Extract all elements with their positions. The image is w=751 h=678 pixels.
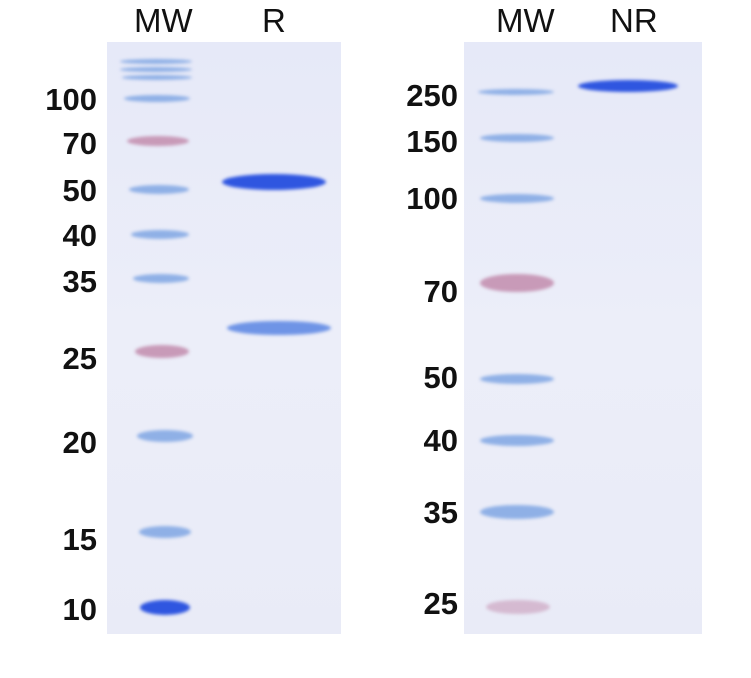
ladder-band	[129, 185, 189, 194]
lane-label-mw-left: MW	[134, 2, 193, 39]
ladder-band	[135, 345, 189, 358]
ladder-band	[137, 430, 193, 442]
ladder-band	[480, 435, 554, 446]
right-gel	[464, 42, 702, 634]
ladder-band	[480, 374, 554, 384]
ladder-band	[133, 274, 189, 283]
mw-label: 150	[406, 124, 458, 159]
lane-label-r: R	[262, 2, 286, 39]
mw-label: 40	[423, 423, 458, 458]
mw-label: 70	[62, 126, 97, 161]
mw-label: 50	[62, 173, 97, 208]
ladder-band	[480, 274, 554, 292]
mw-label: 40	[62, 218, 97, 253]
mw-label: 35	[423, 495, 458, 530]
mw-label: 10	[62, 592, 97, 627]
sample-band-nr	[578, 80, 678, 92]
ladder-band	[120, 67, 192, 72]
sample-band-r-minor	[227, 321, 331, 335]
mw-label: 100	[45, 82, 97, 117]
mw-label: 25	[62, 341, 97, 376]
lane-label-nr: NR	[610, 2, 658, 39]
mw-label: 15	[62, 522, 97, 557]
ladder-band	[478, 89, 554, 95]
ladder-band	[480, 505, 554, 519]
ladder-band	[131, 230, 189, 239]
ladder-band	[480, 194, 554, 203]
mw-label: 100	[406, 181, 458, 216]
sample-band-r-major	[222, 174, 326, 190]
ladder-band	[139, 526, 191, 538]
ladder-band	[124, 95, 190, 102]
ladder-band	[122, 75, 192, 80]
mw-label: 70	[423, 274, 458, 309]
mw-label: 50	[423, 360, 458, 395]
mw-label: 25	[423, 586, 458, 621]
ladder-band	[140, 600, 190, 615]
mw-label: 250	[406, 78, 458, 113]
ladder-band	[480, 134, 554, 142]
ladder-band	[486, 600, 550, 614]
mw-label: 20	[62, 425, 97, 460]
mw-label: 35	[62, 264, 97, 299]
ladder-band	[127, 136, 189, 146]
ladder-band	[120, 59, 192, 64]
lane-label-mw-right: MW	[496, 2, 555, 39]
left-gel	[107, 42, 341, 634]
